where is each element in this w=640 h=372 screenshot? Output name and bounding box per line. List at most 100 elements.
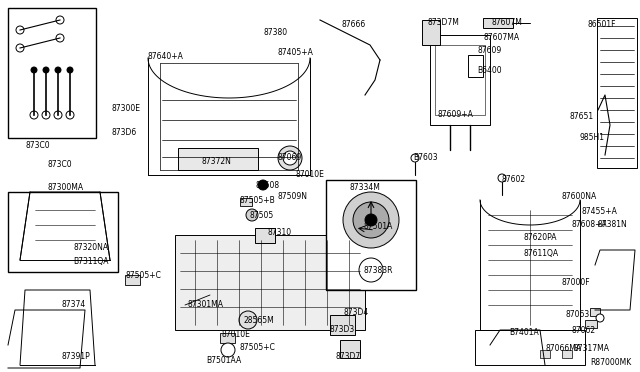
- Text: 873C0: 873C0: [48, 160, 72, 169]
- Text: 87640+A: 87640+A: [148, 52, 184, 61]
- Text: 87609: 87609: [477, 46, 501, 55]
- Text: 87063: 87063: [565, 310, 589, 319]
- Text: 87310: 87310: [268, 228, 292, 237]
- Circle shape: [66, 111, 74, 119]
- Circle shape: [55, 67, 61, 73]
- Bar: [435, 45, 485, 115]
- Text: 28565M: 28565M: [244, 316, 275, 325]
- Text: 873D4: 873D4: [343, 308, 368, 317]
- Circle shape: [56, 34, 64, 42]
- Circle shape: [54, 111, 62, 119]
- Bar: [562, 350, 572, 358]
- Bar: [178, 148, 258, 170]
- Text: B7501AA: B7501AA: [206, 356, 241, 365]
- Bar: [326, 180, 416, 290]
- Text: 87010E: 87010E: [295, 170, 324, 179]
- Text: 87505+B: 87505+B: [239, 196, 275, 205]
- Bar: [468, 55, 483, 77]
- Text: 873D6: 873D6: [112, 128, 137, 137]
- Text: 87405+A: 87405+A: [278, 48, 314, 57]
- Circle shape: [16, 26, 24, 34]
- Bar: [540, 350, 550, 358]
- Text: 87320NA: 87320NA: [73, 243, 108, 252]
- Text: 87380: 87380: [264, 28, 288, 37]
- Circle shape: [353, 202, 389, 238]
- Circle shape: [30, 111, 38, 119]
- Circle shape: [498, 174, 506, 182]
- Circle shape: [31, 67, 37, 73]
- Text: 87383R: 87383R: [363, 266, 392, 275]
- Text: 87069: 87069: [278, 153, 302, 162]
- Text: 873D7M: 873D7M: [427, 18, 459, 27]
- Text: B7311QA: B7311QA: [73, 257, 109, 266]
- Circle shape: [42, 111, 50, 119]
- Text: 87505+C: 87505+C: [125, 271, 161, 280]
- Circle shape: [343, 192, 399, 248]
- Text: B7603: B7603: [413, 153, 438, 162]
- Circle shape: [359, 258, 383, 282]
- Circle shape: [283, 151, 297, 165]
- Text: 87600NA: 87600NA: [561, 192, 596, 201]
- Bar: [422, 20, 440, 45]
- Bar: [175, 235, 365, 330]
- Bar: [340, 340, 360, 358]
- Bar: [430, 35, 490, 125]
- Text: R87000MK: R87000MK: [590, 358, 631, 367]
- Text: 86501F: 86501F: [587, 20, 616, 29]
- Bar: [590, 308, 600, 316]
- Circle shape: [246, 209, 258, 221]
- Text: 87505: 87505: [249, 211, 273, 220]
- Bar: [585, 320, 597, 328]
- Text: 87602: 87602: [502, 175, 526, 184]
- Text: 87611QA: 87611QA: [523, 249, 558, 258]
- Circle shape: [278, 146, 302, 170]
- Text: 87000F: 87000F: [561, 278, 589, 287]
- Text: 87317MA: 87317MA: [574, 344, 610, 353]
- Bar: [240, 198, 252, 206]
- Bar: [255, 228, 275, 243]
- Text: 87505+C: 87505+C: [240, 343, 276, 352]
- Text: 87391P: 87391P: [61, 352, 90, 361]
- Text: 87062: 87062: [571, 326, 595, 335]
- Text: 985H1: 985H1: [580, 133, 605, 142]
- Circle shape: [221, 343, 235, 357]
- Text: 87381N: 87381N: [598, 220, 628, 229]
- Text: 87620PA: 87620PA: [523, 233, 557, 242]
- Text: 87300E: 87300E: [111, 104, 140, 113]
- Text: 87666: 87666: [342, 20, 366, 29]
- Text: 87372N: 87372N: [202, 157, 232, 166]
- Text: 87509N: 87509N: [277, 192, 307, 201]
- Bar: [597, 18, 637, 168]
- Text: 87609+A: 87609+A: [438, 110, 474, 119]
- Bar: [483, 18, 513, 28]
- Bar: [8, 8, 96, 138]
- Bar: [8, 192, 118, 272]
- Bar: [125, 275, 140, 285]
- Text: 87607MA: 87607MA: [483, 33, 519, 42]
- Text: 873D7: 873D7: [336, 352, 361, 361]
- Text: 873D3: 873D3: [330, 325, 355, 334]
- Text: 873C0: 873C0: [25, 141, 50, 150]
- Bar: [330, 315, 355, 335]
- Text: 87455+A: 87455+A: [581, 207, 617, 216]
- Bar: [475, 330, 585, 365]
- Text: 87508: 87508: [255, 181, 279, 190]
- Circle shape: [596, 314, 604, 322]
- Circle shape: [16, 44, 24, 52]
- Text: 87066MA: 87066MA: [545, 344, 581, 353]
- Text: B6400: B6400: [477, 66, 502, 75]
- Text: 87608+A: 87608+A: [571, 220, 607, 229]
- Circle shape: [43, 67, 49, 73]
- Text: 87651: 87651: [570, 112, 594, 121]
- Circle shape: [56, 16, 64, 24]
- Text: 87374: 87374: [61, 300, 85, 309]
- Text: 87334M: 87334M: [349, 183, 380, 192]
- Circle shape: [365, 214, 377, 226]
- Bar: [220, 333, 235, 343]
- Circle shape: [67, 67, 73, 73]
- Text: B7401A: B7401A: [509, 328, 539, 337]
- Circle shape: [258, 180, 268, 190]
- Circle shape: [411, 154, 419, 162]
- Text: 87300MA: 87300MA: [48, 183, 84, 192]
- Text: 87607M: 87607M: [491, 18, 522, 27]
